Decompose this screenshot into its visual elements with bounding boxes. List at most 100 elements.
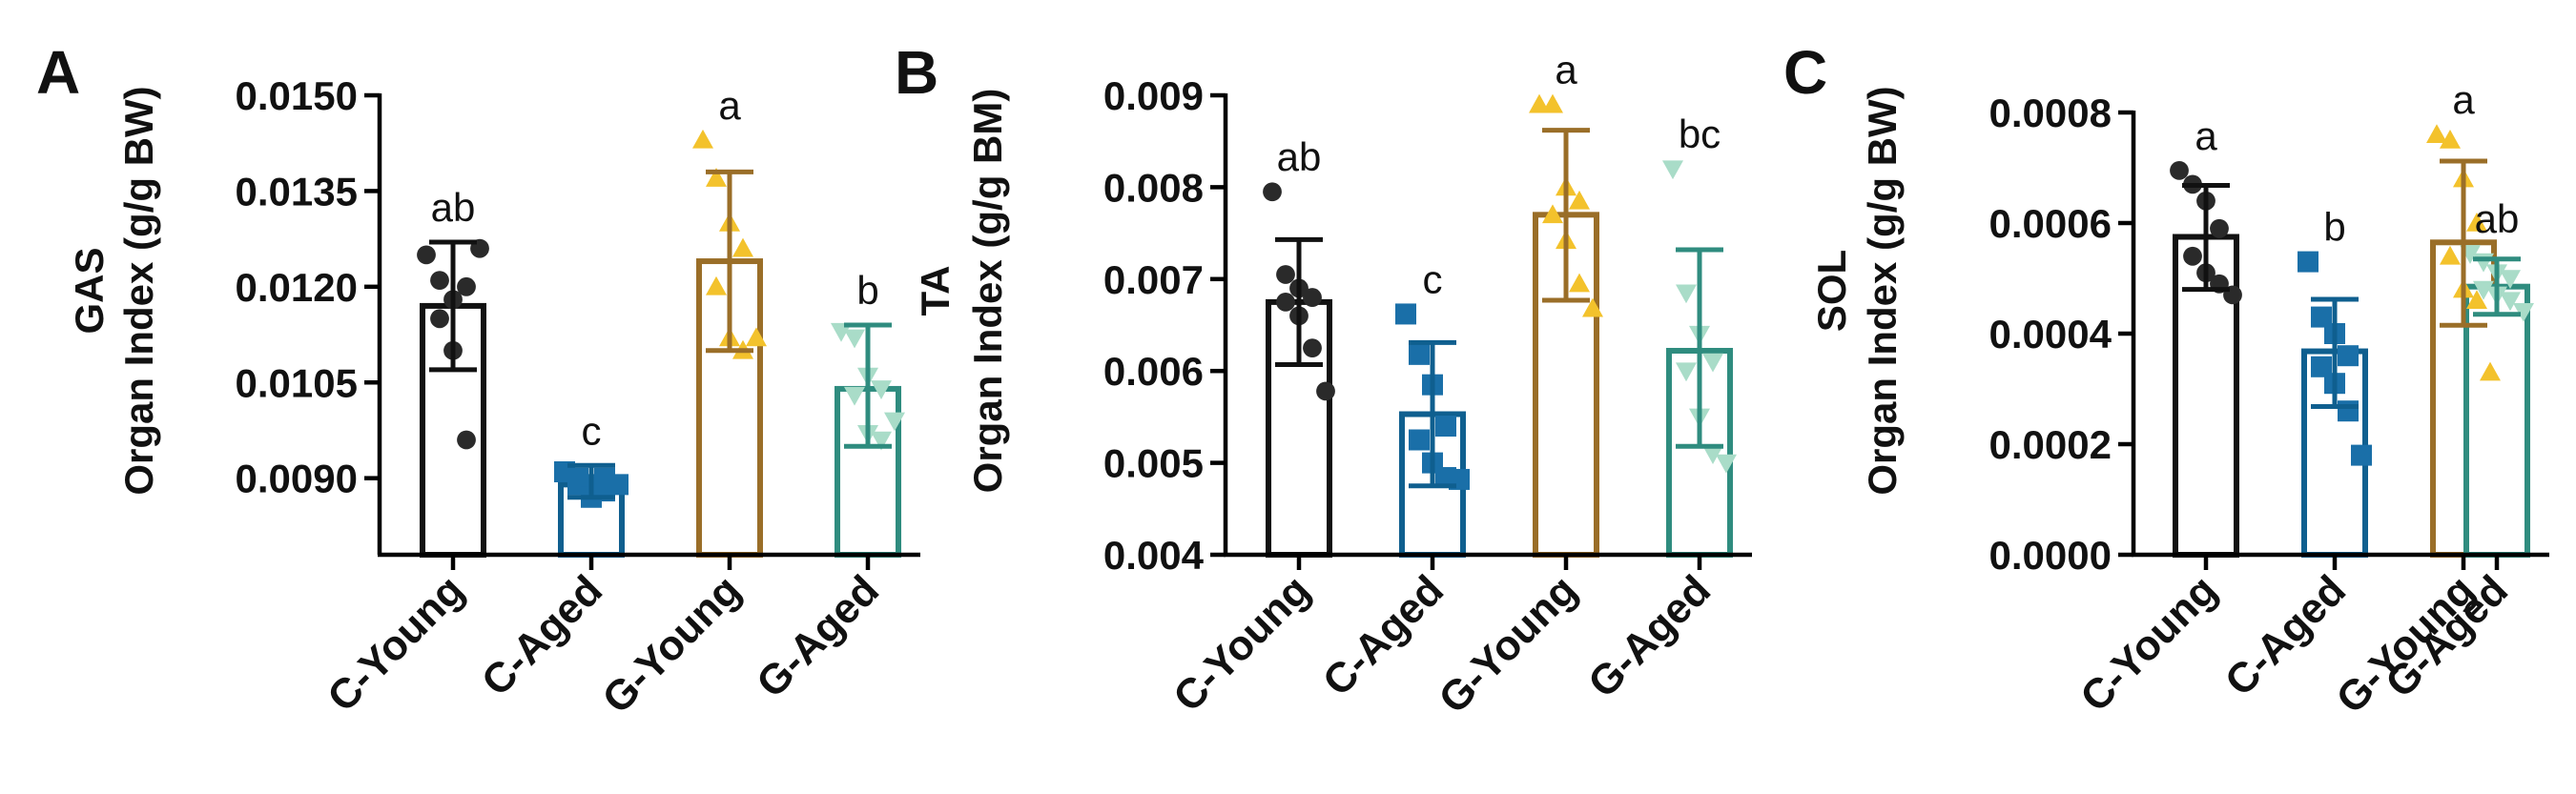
data-point-c-young (430, 271, 449, 291)
panel-a-axes (377, 93, 920, 558)
data-point-g-young (2426, 124, 2447, 143)
panel-a-ylabel-line2: Organ Index (g/g BW) (116, 86, 161, 495)
data-point-g-young (2440, 245, 2461, 265)
panel-c-letter: C (1783, 38, 1827, 107)
data-point-g-aged (871, 431, 892, 451)
significance-label: b (856, 268, 878, 313)
data-point-g-young (732, 237, 753, 257)
data-point-g-young (2440, 130, 2461, 149)
data-point-g-aged (2473, 280, 2494, 300)
significance-label: ab (431, 185, 476, 230)
panel-a-error-bars (429, 169, 892, 500)
data-point-g-aged (831, 322, 852, 342)
data-point-g-aged (871, 380, 892, 399)
y-tick-label: 0.0150 (236, 73, 358, 118)
data-point-g-young (706, 275, 727, 295)
y-tick-label: 0.006 (1103, 349, 1204, 394)
data-point-c-aged (2338, 400, 2359, 422)
panel-c: C SOL Organ Index (g/g BW) 0.00000.00020… (1783, 38, 2549, 723)
x-tick-label: C-Young (319, 566, 473, 721)
y-tick-label: 0.0002 (1989, 422, 2112, 467)
panel-b-axes (1223, 93, 1752, 558)
data-point-g-aged (844, 386, 865, 406)
data-point-g-aged (2500, 292, 2521, 312)
data-point-c-young (2170, 161, 2189, 180)
data-point-g-aged (884, 412, 905, 432)
x-tick-label: C-Young (2071, 566, 2226, 721)
data-point-c-young (1303, 338, 1322, 357)
data-point-g-young (706, 168, 727, 187)
data-point-g-aged (1702, 353, 1723, 373)
significance-label: ab (1277, 134, 1322, 179)
data-point-g-aged (2513, 303, 2534, 322)
data-point-c-aged (2338, 345, 2359, 367)
panel-b: B TA Organ Index (g/g BM) 0.0040.0050.00… (895, 38, 1752, 723)
panel-a: A GAS Organ Index (g/g BW) 0.00900.01050… (36, 38, 920, 723)
y-tick-label: 0.0008 (1989, 91, 2112, 135)
data-point-c-aged (2351, 444, 2372, 466)
data-point-g-young (2480, 361, 2501, 381)
x-tick-label: G-Aged (1579, 566, 1720, 706)
data-point-g-aged (1702, 445, 1723, 464)
data-point-g-young (2466, 290, 2487, 309)
y-tick-label: 0.0090 (236, 457, 358, 501)
panel-b-points (1263, 93, 1737, 490)
panel-b-ylabel-line2: Organ Index (g/g BM) (965, 89, 1010, 494)
panel-a-yticks: 0.0090 0.0105 0.0120 0.0135 0.0150 (236, 73, 380, 501)
y-tick-label: 0.0000 (1989, 533, 2112, 578)
data-point-c-young (2183, 246, 2202, 266)
data-point-c-aged (1395, 303, 1416, 325)
significance-label: a (2452, 77, 2475, 122)
data-point-g-young (1542, 204, 1563, 224)
x-tick-label: G-Young (593, 566, 750, 723)
data-point-c-aged (2298, 251, 2318, 273)
y-tick-label: 0.0006 (1989, 201, 2112, 246)
significance-label: c (582, 408, 602, 453)
data-point-g-young (1569, 273, 1590, 293)
y-tick-label: 0.009 (1103, 73, 1204, 118)
panel-b-error-bars (1275, 128, 1723, 489)
panel-a-letter: A (36, 38, 80, 107)
significance-label: ab (2475, 196, 2520, 241)
significance-label: a (1555, 48, 1577, 92)
y-tick-label: 0.0120 (236, 265, 358, 310)
panel-b-bars (1266, 212, 1733, 558)
data-point-g-young (692, 129, 713, 149)
panel-c-points (2170, 124, 2534, 466)
significance-label: a (718, 83, 741, 128)
y-tick-label: 0.0105 (236, 360, 358, 405)
data-point-c-aged (2311, 306, 2332, 328)
significance-label: bc (1679, 112, 1721, 156)
data-point-c-young (457, 276, 476, 296)
panel-b-ylabel-line1: TA (913, 266, 958, 316)
data-point-c-aged (2311, 356, 2332, 377)
y-tick-label: 0.007 (1103, 257, 1204, 302)
x-tick-label: C-Aged (1314, 566, 1453, 704)
data-point-c-aged (1409, 343, 1430, 365)
data-point-g-young (2466, 213, 2487, 232)
panel-c-axes (2131, 111, 2549, 558)
data-point-c-young (417, 245, 436, 265)
panel-a-ylabel-line1: GAS (67, 247, 112, 334)
data-point-c-aged (608, 474, 629, 496)
y-tick-label: 0.008 (1103, 165, 1204, 210)
y-tick-label: 0.0135 (236, 169, 358, 214)
panel-b-letter: B (895, 38, 938, 107)
x-tick-label: G-Aged (748, 566, 888, 706)
data-point-g-young (1529, 93, 1550, 113)
panel-a-bars (420, 258, 901, 559)
panel-c-error-bars (2182, 158, 2521, 410)
data-point-g-young (1569, 190, 1590, 210)
data-point-c-young (1303, 288, 1322, 307)
x-tick-label: C-Young (1164, 566, 1319, 721)
data-point-g-aged (1676, 284, 1697, 304)
panel-c-ylabel-line1: SOL (1809, 250, 1854, 332)
data-point-c-young (1276, 265, 1295, 284)
data-point-g-aged (1716, 454, 1737, 474)
